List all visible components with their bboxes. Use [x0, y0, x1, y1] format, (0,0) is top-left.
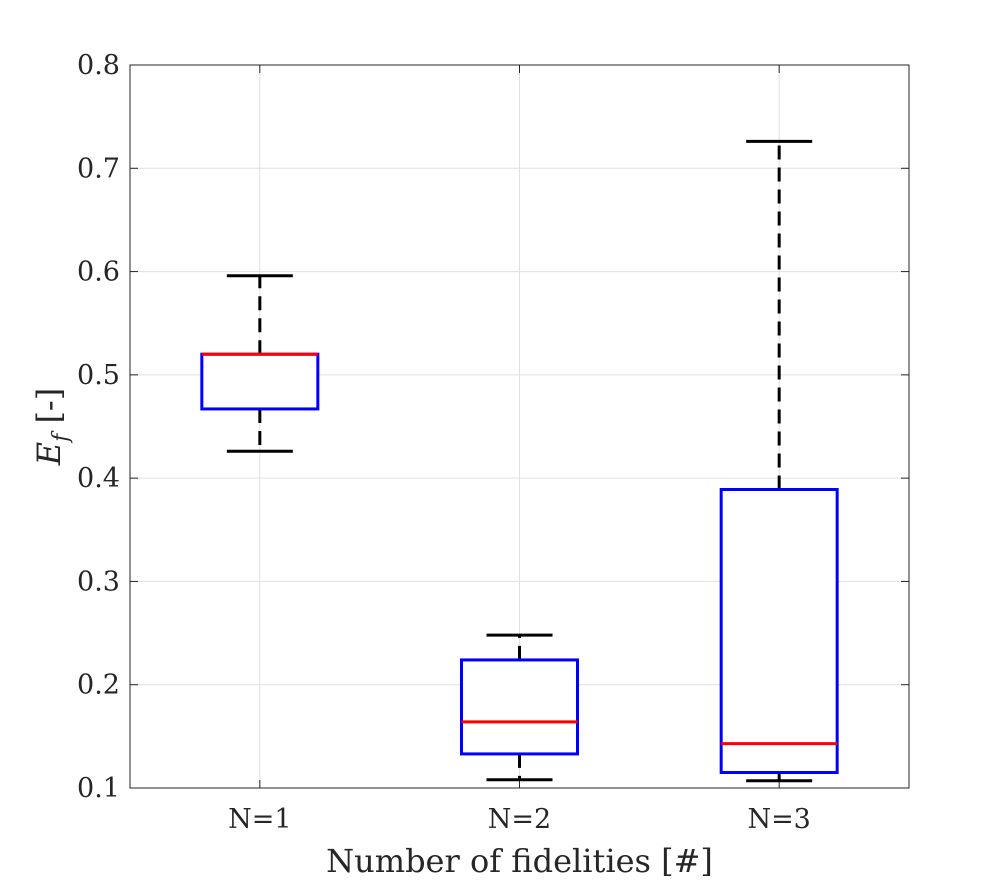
- x-tick-label: N=2: [488, 804, 551, 835]
- y-axis-title-main: E: [30, 442, 68, 466]
- y-tick-label: 0.5: [77, 360, 120, 391]
- y-tick-label: 0.8: [77, 50, 120, 81]
- box-iqr: [460, 658, 579, 756]
- x-axis-label: Number of fidelities [#]: [326, 842, 713, 880]
- x-tick-label: N=3: [747, 804, 810, 835]
- box-group: [460, 633, 579, 782]
- x-axis-title: Number of fidelities [#]: [326, 842, 713, 880]
- y-axis-label: Ef [-]: [30, 388, 74, 466]
- y-tick-label: 0.7: [77, 153, 120, 184]
- x-tick-label: N=1: [228, 804, 291, 835]
- y-tick-label: 0.4: [77, 463, 120, 494]
- y-axis-title-suffix: [-]: [30, 388, 68, 434]
- box-iqr: [200, 352, 320, 411]
- box-group: [200, 274, 320, 453]
- y-tick-label: 0.2: [77, 670, 120, 701]
- box-iqr: [719, 488, 839, 775]
- axis-ticks: 0.1 0.2 0.3 0.4 0.5 0.6 0.7 0.8 N=1 N=2 N=3: [77, 50, 909, 835]
- y-axis-title: Ef [-]: [30, 388, 74, 466]
- box-series: [200, 139, 839, 783]
- y-tick-label: 0.3: [77, 566, 120, 597]
- y-tick-label: 0.1: [77, 773, 120, 804]
- y-tick-label: 0.6: [77, 257, 120, 288]
- box-group: [719, 139, 839, 783]
